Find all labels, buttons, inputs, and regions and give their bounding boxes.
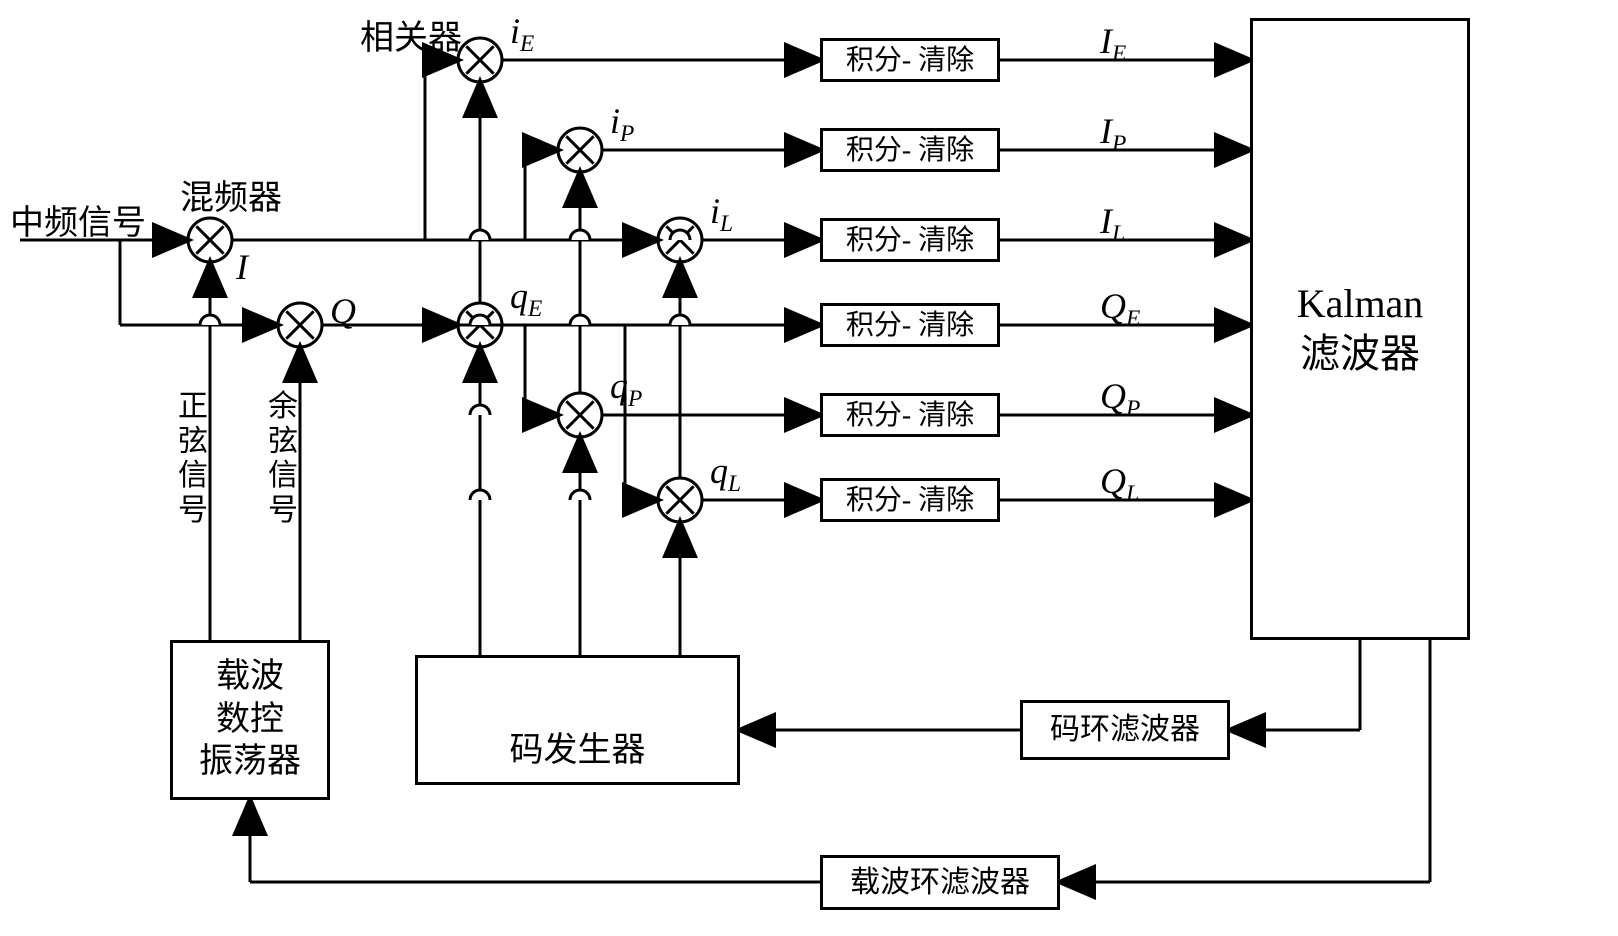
box-int-dump-2: 积分- 清除: [820, 128, 1000, 172]
label-input: 中频信号: [10, 195, 146, 244]
lbl-qE: qE: [510, 275, 542, 323]
label-mixer: 混频器: [180, 170, 282, 219]
lbl-QL: QL: [1100, 460, 1139, 508]
lbl-IL: IL: [1100, 200, 1125, 248]
box-int-dump-5: 积分- 清除: [820, 393, 1000, 437]
box-codegen: 码发生器: [415, 655, 740, 785]
lbl-IE: IE: [1100, 20, 1126, 68]
label-cosine: 余弦信号: [265, 390, 301, 528]
box-int-dump-6: 积分- 清除: [820, 478, 1000, 522]
label-correlator: 相关器: [360, 10, 462, 59]
box-nco: 载波 数控 振荡器: [170, 640, 330, 800]
lbl-QP: QP: [1100, 375, 1140, 423]
box-int-dump-3: 积分- 清除: [820, 218, 1000, 262]
lbl-iL: iL: [710, 190, 733, 238]
label-Q: Q: [330, 290, 356, 332]
box-code-loop: 码环滤波器: [1020, 700, 1230, 760]
label-I: I: [236, 246, 248, 288]
box-kalman: Kalman 滤波器: [1250, 18, 1470, 640]
label-sine: 正弦信号: [175, 390, 211, 528]
lbl-QE: QE: [1100, 285, 1140, 333]
lbl-iE: iE: [510, 10, 534, 58]
box-int-dump-4: 积分- 清除: [820, 303, 1000, 347]
lbl-IP: IP: [1100, 110, 1126, 158]
lbl-iP: iP: [610, 100, 634, 148]
box-carrier-loop: 载波环滤波器: [820, 855, 1060, 910]
box-int-dump-1: 积分- 清除: [820, 38, 1000, 82]
lbl-qL: qL: [710, 450, 741, 498]
lbl-qP: qP: [610, 365, 642, 413]
